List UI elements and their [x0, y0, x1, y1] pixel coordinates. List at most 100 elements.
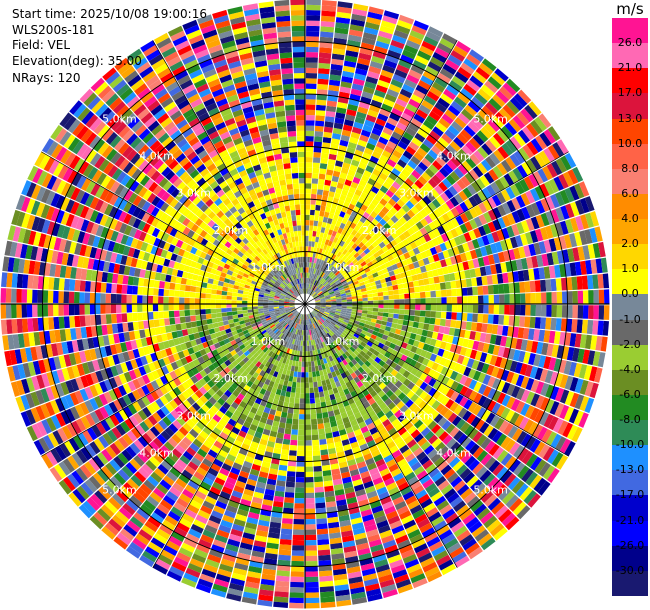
velocity-gate	[464, 269, 471, 279]
velocity-gate	[335, 17, 351, 24]
velocity-gate	[317, 189, 324, 196]
velocity-gate	[371, 285, 377, 290]
velocity-gate	[285, 391, 291, 398]
velocity-gate	[488, 98, 502, 111]
velocity-gate	[388, 185, 398, 194]
velocity-gate	[306, 10, 321, 16]
velocity-gate	[210, 308, 217, 314]
velocity-gate	[416, 147, 428, 158]
velocity-gate	[364, 258, 371, 264]
velocity-gate	[313, 141, 322, 148]
velocity-gate	[411, 25, 427, 36]
velocity-gate	[290, 157, 298, 163]
velocity-gate	[318, 178, 325, 185]
velocity-gate	[342, 70, 355, 78]
velocity-gate	[239, 96, 251, 104]
velocity-gate	[291, 236, 296, 243]
velocity-gate	[342, 184, 351, 192]
velocity-gate	[291, 252, 296, 259]
velocity-gate	[299, 193, 305, 200]
velocity-gate	[215, 294, 222, 300]
velocity-gate	[326, 164, 335, 171]
velocity-gate	[281, 227, 286, 234]
velocity-gate	[332, 276, 338, 281]
velocity-gate	[356, 62, 369, 71]
velocity-gate	[522, 126, 535, 141]
velocity-gate	[396, 122, 408, 132]
velocity-gate	[137, 286, 144, 295]
velocity-gate	[377, 113, 389, 122]
velocity-gate	[347, 253, 354, 260]
velocity-gate	[305, 188, 311, 194]
velocity-gate	[425, 291, 431, 298]
velocity-gate	[365, 283, 371, 288]
velocity-gate	[309, 289, 313, 295]
velocity-gate	[269, 220, 275, 228]
velocity-gate	[435, 170, 446, 181]
velocity-gate	[333, 37, 347, 45]
velocity-gate	[179, 284, 186, 291]
velocity-gate	[443, 274, 451, 282]
velocity-gate	[317, 253, 322, 260]
velocity-gate	[329, 291, 335, 295]
velocity-gate	[342, 236, 348, 243]
velocity-gate	[184, 310, 191, 317]
velocity-gate	[174, 283, 181, 291]
velocity-gate	[153, 311, 159, 320]
velocity-gate	[299, 356, 302, 362]
velocity-gate	[310, 267, 313, 274]
velocity-gate	[530, 138, 543, 153]
velocity-gate	[276, 116, 286, 123]
velocity-gate	[247, 309, 254, 313]
velocity-gate	[316, 290, 322, 295]
velocity-gate	[318, 293, 324, 297]
velocity-gate	[266, 155, 275, 162]
velocity-gate	[276, 164, 284, 171]
velocity-gate	[442, 63, 457, 75]
velocity-gate	[398, 288, 405, 295]
velocity-gate	[425, 65, 439, 77]
velocity-gate	[228, 127, 240, 136]
velocity-gate	[47, 290, 54, 303]
velocity-gate	[316, 269, 320, 276]
velocity-gate	[372, 272, 379, 278]
velocity-gate	[306, 52, 319, 58]
velocity-gate	[530, 230, 539, 243]
velocity-gate	[48, 317, 55, 330]
velocity-gate	[277, 469, 287, 477]
velocity-gate	[322, 216, 329, 223]
velocity-gate	[290, 247, 295, 254]
velocity-gate	[322, 280, 328, 286]
velocity-gate	[333, 243, 340, 250]
velocity-gate	[582, 245, 591, 260]
velocity-gate	[550, 194, 560, 208]
velocity-gate	[408, 98, 421, 109]
velocity-gate	[464, 221, 473, 232]
velocity-gate	[190, 39, 206, 50]
velocity-gate	[326, 263, 331, 269]
velocity-gate	[42, 304, 48, 317]
velocity-gate	[455, 40, 471, 53]
velocity-gate	[534, 116, 548, 132]
velocity-gate	[269, 132, 279, 140]
velocity-gate	[362, 187, 371, 195]
velocity-gate	[32, 275, 39, 289]
velocity-gate	[367, 71, 380, 80]
velocity-gate	[319, 210, 325, 217]
velocity-gate	[214, 93, 226, 103]
velocity-gate	[359, 281, 365, 287]
velocity-gate	[439, 242, 448, 252]
velocity-gate	[386, 210, 395, 219]
velocity-gate	[412, 280, 420, 287]
velocity-gate	[322, 190, 329, 197]
velocity-gate	[339, 86, 351, 94]
velocity-gate	[485, 244, 493, 256]
velocity-gate	[325, 174, 333, 181]
velocity-gate	[256, 119, 267, 127]
velocity-gate	[373, 251, 380, 259]
velocity-gate	[405, 127, 417, 137]
velocity-gate	[215, 64, 229, 74]
velocity-gate	[291, 172, 299, 179]
velocity-gate	[452, 263, 460, 273]
velocity-gate	[194, 292, 201, 299]
